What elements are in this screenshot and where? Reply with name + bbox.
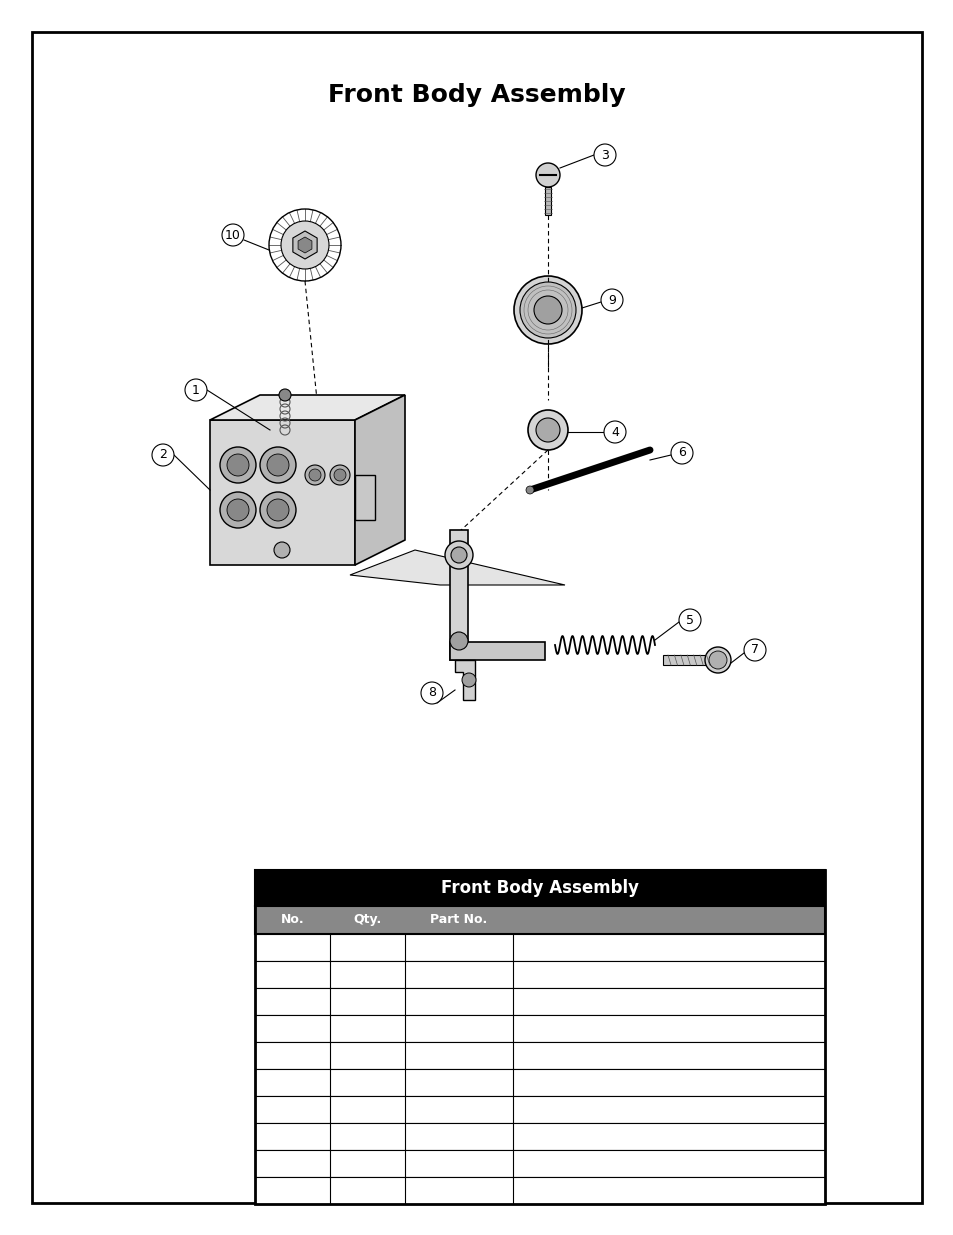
Bar	[544, 186, 551, 215]
Text: 6: 6	[678, 447, 685, 459]
Circle shape	[704, 647, 730, 673]
Circle shape	[420, 682, 442, 704]
Circle shape	[260, 492, 295, 529]
Bar	[254, 988, 824, 1015]
Text: 2: 2	[159, 448, 167, 462]
Circle shape	[222, 224, 244, 246]
Text: 8: 8	[428, 687, 436, 699]
Text: 9: 9	[607, 294, 616, 306]
Circle shape	[679, 609, 700, 631]
Bar	[254, 934, 824, 961]
Circle shape	[334, 469, 346, 480]
Bar	[254, 869, 824, 906]
Circle shape	[444, 541, 473, 569]
Text: Part No.: Part No.	[430, 914, 487, 926]
Circle shape	[536, 417, 559, 442]
Circle shape	[527, 410, 567, 450]
Circle shape	[227, 454, 249, 475]
Circle shape	[451, 547, 467, 563]
Circle shape	[594, 144, 616, 165]
Text: Front Body Assembly: Front Body Assembly	[440, 879, 639, 897]
Text: 3: 3	[600, 148, 608, 162]
Text: 7: 7	[750, 643, 759, 657]
Circle shape	[220, 492, 255, 529]
Polygon shape	[297, 237, 312, 253]
Circle shape	[708, 651, 726, 669]
Circle shape	[450, 632, 468, 650]
Polygon shape	[350, 550, 564, 585]
Bar	[254, 1070, 824, 1095]
Bar	[254, 961, 824, 988]
Circle shape	[185, 379, 207, 401]
Text: 1: 1	[192, 384, 200, 396]
Bar	[254, 1042, 824, 1070]
Bar	[254, 1123, 824, 1150]
Circle shape	[267, 454, 289, 475]
Polygon shape	[355, 395, 405, 564]
Polygon shape	[293, 231, 316, 259]
Text: 10: 10	[225, 228, 241, 242]
Bar	[254, 906, 824, 934]
Text: Front Body Assembly: Front Body Assembly	[328, 83, 625, 107]
Circle shape	[514, 275, 581, 345]
Bar	[254, 1150, 824, 1177]
Circle shape	[274, 542, 290, 558]
Circle shape	[305, 466, 325, 485]
Text: No.: No.	[280, 914, 304, 926]
Text: 5: 5	[685, 614, 693, 626]
Bar	[254, 1095, 824, 1123]
Circle shape	[603, 421, 625, 443]
Polygon shape	[455, 659, 475, 700]
Circle shape	[536, 163, 559, 186]
Polygon shape	[210, 420, 355, 564]
Circle shape	[260, 447, 295, 483]
Polygon shape	[450, 530, 468, 659]
Circle shape	[330, 466, 350, 485]
Bar	[254, 869, 824, 1204]
Circle shape	[743, 638, 765, 661]
Bar	[254, 1015, 824, 1042]
Circle shape	[220, 447, 255, 483]
Text: Qty.: Qty.	[353, 914, 381, 926]
Circle shape	[309, 469, 320, 480]
Polygon shape	[355, 475, 375, 520]
Circle shape	[278, 389, 291, 401]
Circle shape	[519, 282, 576, 338]
Circle shape	[152, 445, 173, 466]
Bar	[662, 655, 718, 664]
Text: 4: 4	[611, 426, 618, 438]
Circle shape	[534, 296, 561, 324]
Circle shape	[600, 289, 622, 311]
Circle shape	[670, 442, 692, 464]
Circle shape	[525, 487, 534, 494]
Polygon shape	[210, 395, 405, 420]
Polygon shape	[450, 642, 544, 659]
Circle shape	[227, 499, 249, 521]
Bar	[254, 1177, 824, 1204]
Circle shape	[267, 499, 289, 521]
Circle shape	[461, 673, 476, 687]
Circle shape	[281, 221, 329, 269]
